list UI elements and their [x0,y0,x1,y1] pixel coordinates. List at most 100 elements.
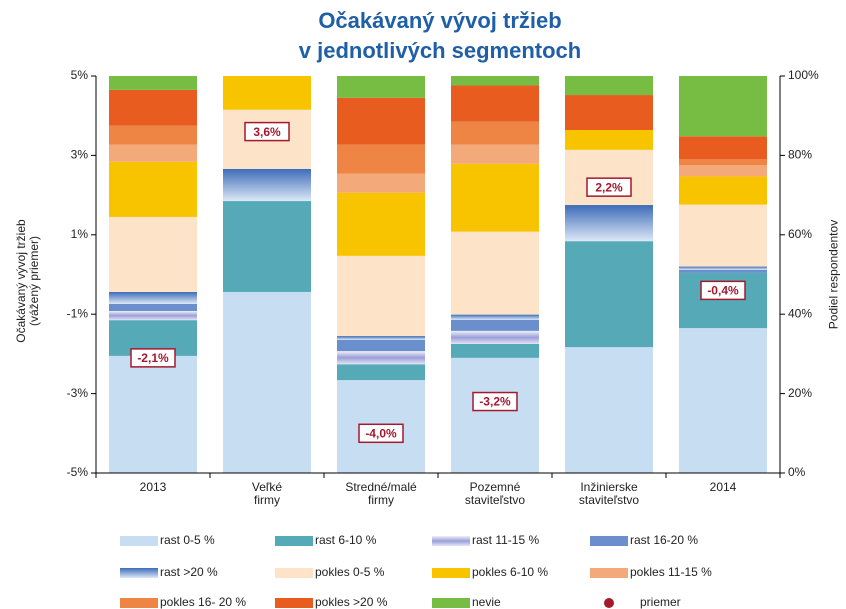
bar-segment [109,303,197,312]
y2-tick-label: 100% [788,68,819,82]
legend-swatch [590,536,628,546]
bar-segment [679,136,767,160]
bar-segment [109,161,197,217]
legend-label: pokles 11-15 % [630,565,712,579]
bar-segment [679,269,767,273]
bar-segment [337,351,425,365]
bar-segment [109,291,197,304]
bar-segment [565,76,653,96]
bar-segment [451,343,539,358]
average-label-box [130,348,176,368]
legend-label: rast 0-5 % [160,533,215,547]
average-label: -4,0% [365,426,397,440]
bar-segment [451,319,539,331]
x-tick-label: 2014 [709,480,737,494]
bar-segment [223,76,311,110]
average-label: 2,2% [595,180,623,194]
bar-segment [451,357,539,473]
chart-title: Očakávaný vývoj tržieb v jednotlivých se… [298,8,582,63]
bar-segment [451,231,539,315]
bar-segment [337,76,425,98]
y2-tick-label: 60% [788,227,812,241]
y2-tick-label: 80% [788,148,812,162]
legend-label: priemer [640,595,681,609]
average-label-box [472,391,518,412]
bar-segment [337,255,425,337]
bar-segment [679,176,767,205]
legend-label: rast 6-10 % [315,533,377,547]
bar-segment [565,95,653,130]
legend-swatch [275,598,313,608]
y-tick-label: -3% [67,386,89,400]
legend-swatch [120,536,158,546]
bar-segment [679,159,767,166]
bar-segment [451,76,539,86]
bar-segment [109,89,197,126]
legend-swatch [432,568,470,578]
bar-segment [337,173,425,193]
bar-segment [337,97,425,145]
bar-segment [337,192,425,256]
y-tick-label: -1% [67,306,89,320]
x-tick-label: Inžinierske staviteľstvo [578,480,640,507]
average-label-box [700,280,746,301]
y-tick-label: -5% [67,465,89,479]
bar-segment [109,125,197,145]
x-tick-label: 2013 [139,480,167,494]
bar-segment [679,204,767,267]
x-tick-label: Veľké firmy [251,480,283,507]
y-tick-label: 3% [71,148,89,162]
bar-segment [451,85,539,122]
average-label: -0,4% [707,284,739,298]
bar-segment [337,336,425,341]
bar-segment [565,347,653,473]
bar-segment [679,266,767,270]
legend-swatch [604,598,614,608]
x-tick-label: Pozemné staviteľstvo [464,480,526,507]
legend-swatch [120,568,158,578]
y2-axis-label: Podiel respondentov [826,219,841,330]
bar-segment [565,205,653,242]
bar-segment [679,328,767,473]
bar-segment [565,129,653,150]
bar-segment [679,76,767,137]
bar-segment [337,364,425,381]
y2-tick-label: 0% [788,465,806,479]
average-label-box [244,121,290,142]
legend-label: pokles 16- 20 % [160,595,246,609]
legend-label: rast 11-15 % [472,533,539,547]
legend-label: pokles 6-10 % [472,565,548,579]
bar-segment [223,168,311,202]
y-axis-label: Očakávaný vývoj tržieb (vážený priemer) [14,219,41,343]
average-label: 3,6% [253,125,281,139]
legend-swatch [275,568,313,578]
bar-segment [679,165,767,177]
legend-swatch [120,598,158,608]
legend-swatch [590,568,628,578]
bar-segment [109,216,197,292]
legend-swatch [432,598,470,608]
average-label-box [586,177,632,197]
x-tick-label: Stredné/malé firmy [345,480,417,507]
bar-segment [109,144,197,162]
bar-segment [451,163,539,232]
legend-label: rast >20 % [160,565,218,579]
bar-segment [337,340,425,352]
legend-label: nevie [472,595,501,609]
legend-swatch [432,536,470,546]
average-label-box [358,423,404,444]
y-tick-label: 1% [71,227,89,241]
average-label: -2,1% [137,351,169,365]
y2-tick-label: 40% [788,306,812,320]
bar-segment [109,355,197,473]
y2-tick-label: 20% [788,386,812,400]
bar-segment [451,330,539,344]
legend-label: pokles >20 % [315,595,388,609]
bar-segment [451,144,539,164]
bar-segment [565,241,653,348]
bar-segment [223,291,311,473]
legend-swatch [275,536,313,546]
bar-segment [109,311,197,321]
